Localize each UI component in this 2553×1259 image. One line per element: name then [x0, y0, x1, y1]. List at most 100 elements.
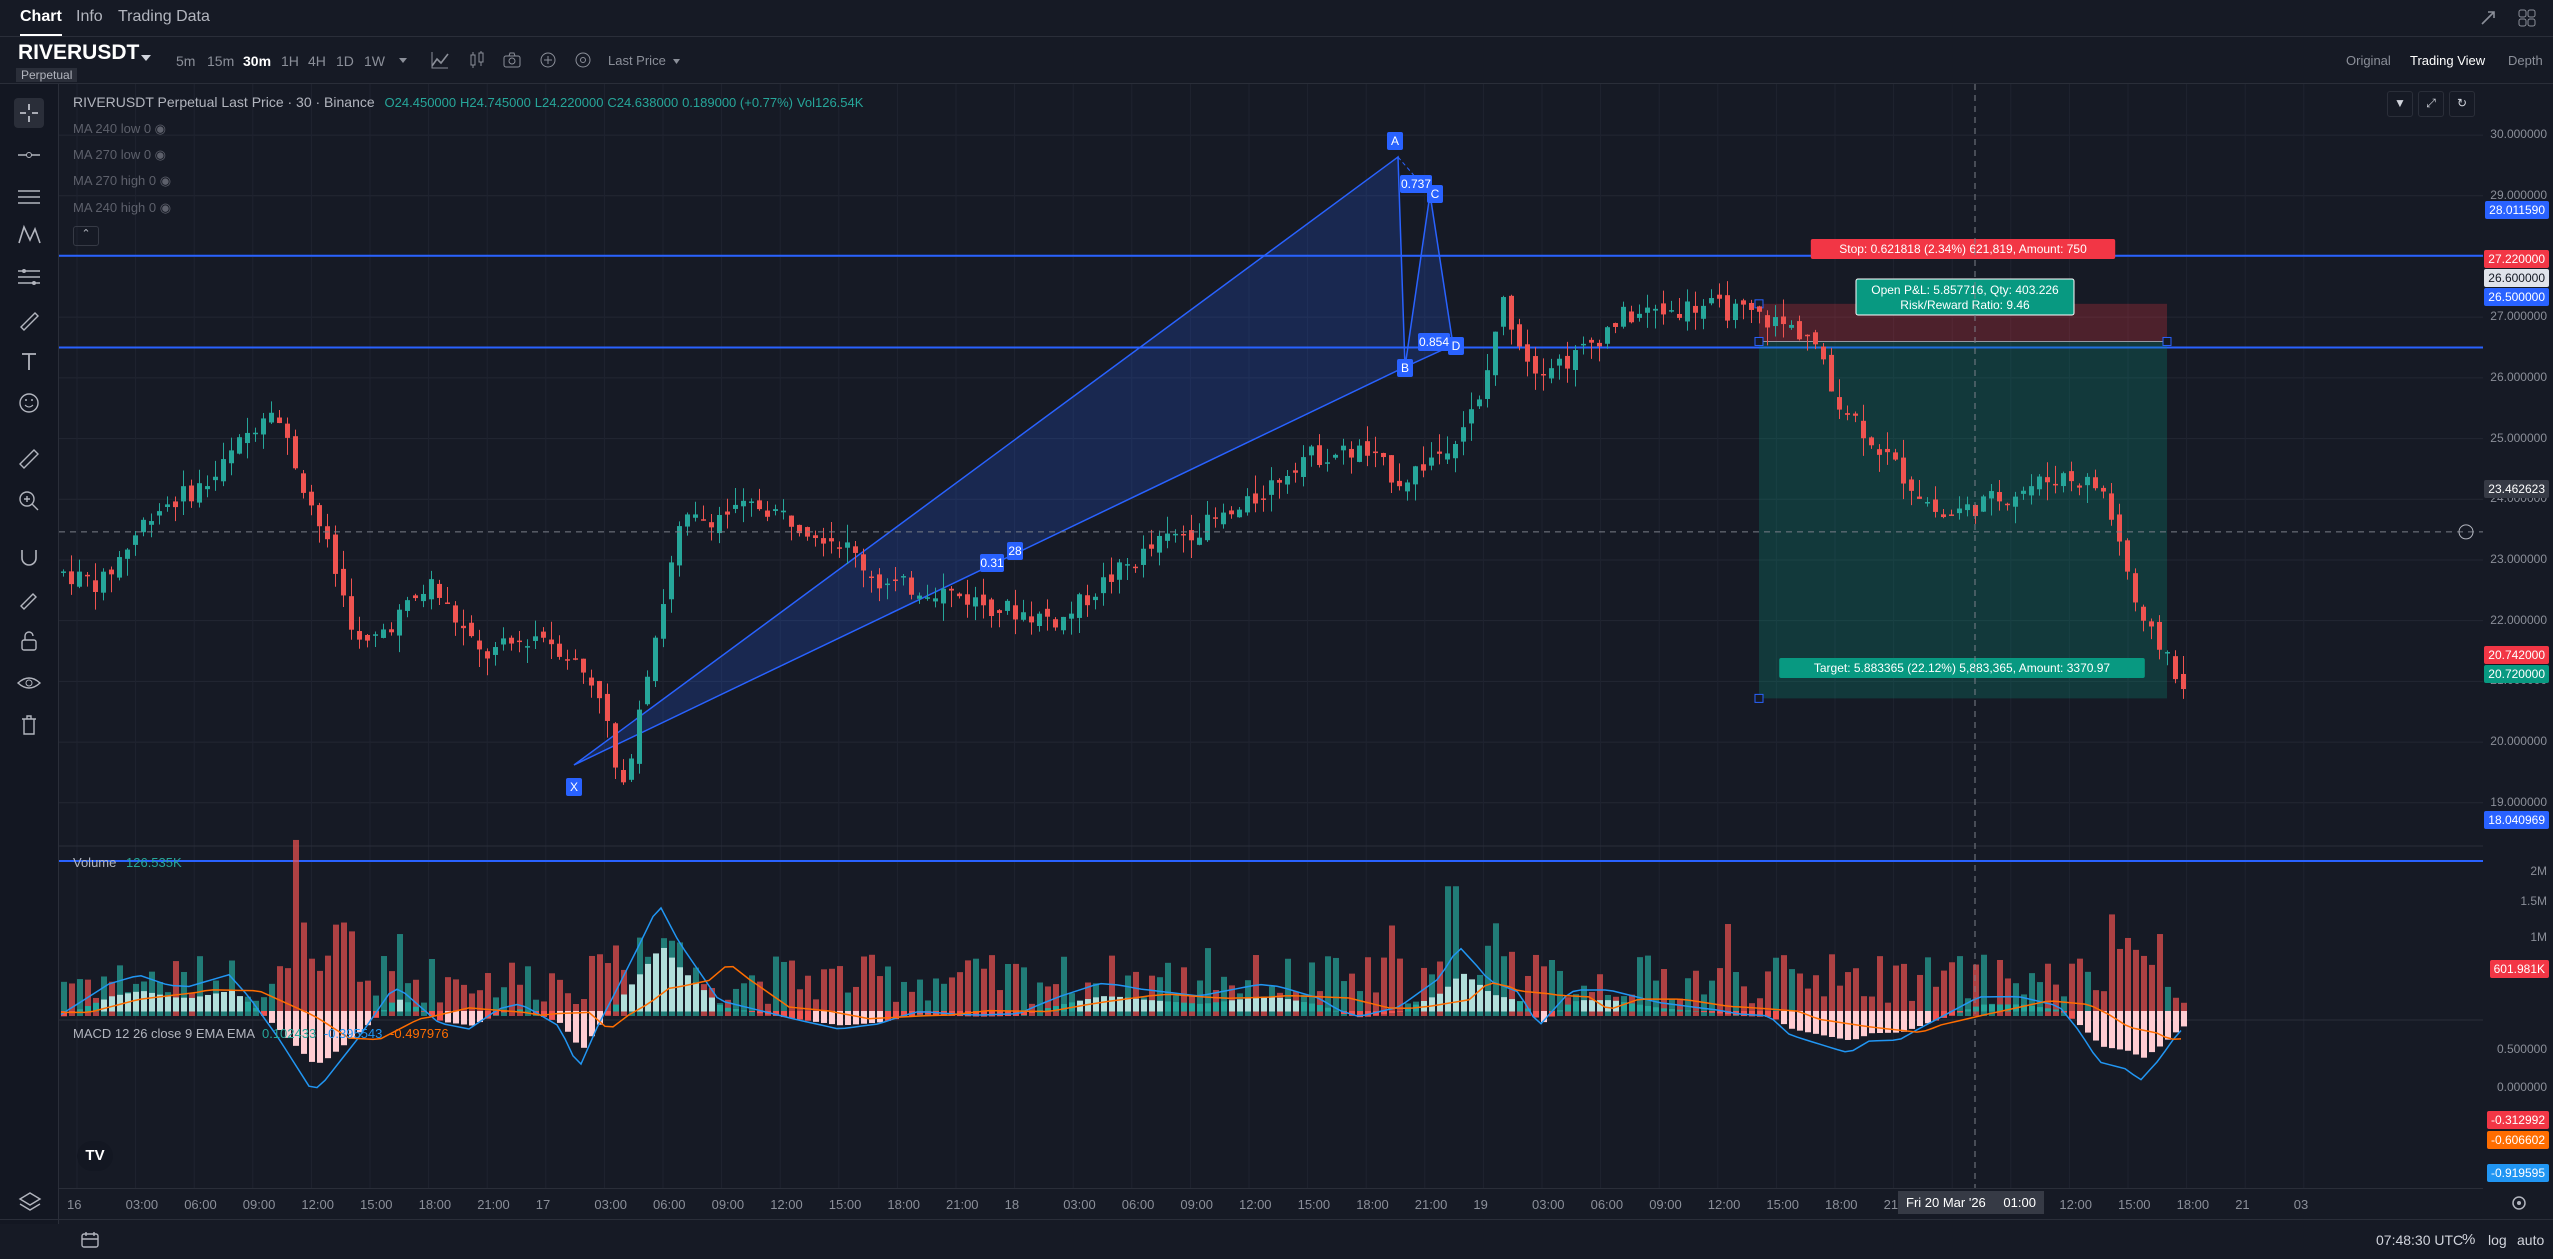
collapse-icon[interactable] [2478, 8, 2498, 28]
tab-trading-data[interactable]: Trading Data [118, 8, 210, 25]
log-toggle[interactable]: log [2488, 1232, 2507, 1248]
settings-icon[interactable] [573, 50, 593, 70]
fib-lines-icon[interactable] [14, 182, 44, 212]
layout-grid-icon[interactable] [2516, 7, 2538, 29]
settings-gear-icon[interactable] [2509, 1193, 2529, 1213]
candle [645, 676, 650, 705]
timeframe-chevron-icon[interactable] [398, 57, 408, 65]
crosshair-icon[interactable] [14, 98, 44, 128]
timeframe-5m[interactable]: 5m [176, 53, 196, 69]
magnet-icon[interactable] [14, 542, 44, 572]
candle [1885, 448, 1890, 453]
macd-histogram-bar [1301, 1002, 1307, 1012]
fullscreen-button[interactable]: ⤢ [2418, 91, 2444, 117]
volume-bar [933, 978, 939, 1016]
utc-clock[interactable]: 07:48:30 UTC [2376, 1232, 2464, 1248]
candle [1829, 354, 1834, 392]
add-circle-icon[interactable] [538, 50, 558, 70]
price-tick: 26.000000 [2490, 369, 2547, 384]
eye-off-icon[interactable]: ◉ [159, 173, 172, 188]
macd-histogram-bar [757, 1011, 763, 1014]
macd-histogram-bar [981, 1011, 987, 1017]
percent-toggle[interactable]: % [2462, 1231, 2476, 1248]
time-axis[interactable]: 16 03:00 06:00 09:00 12:00 15:00 18:00 21:00 17 0… [59, 1188, 2483, 1219]
macd-histogram-bar [1293, 1000, 1299, 1012]
indicators-icon[interactable] [430, 50, 450, 70]
macd-histogram-bar [77, 1009, 83, 1012]
ruler-icon[interactable] [14, 444, 44, 474]
indicator-ma270-high[interactable]: MA 270 high 0 ◉ [73, 173, 171, 189]
macd-legend: MACD 12 26 close 9 EMA EMA 0.102433 -0.3… [73, 1026, 449, 1041]
timeframe-1d[interactable]: 1D [336, 53, 354, 69]
macd-histogram-bar [1397, 1011, 1403, 1012]
eye-off-icon[interactable]: ◉ [154, 121, 167, 136]
macd-histogram-bar [341, 1011, 347, 1046]
xabcd-pattern[interactable]: X A B C D 0.31 28 0.737 0.854 [566, 132, 1464, 796]
volume-tick: 1M [2530, 930, 2547, 944]
brush-icon[interactable] [14, 304, 44, 334]
time-tick: 12:00 [1707, 1197, 1741, 1212]
time-tick: 15:00 [828, 1197, 862, 1212]
chart-legend: RIVERUSDT Perpetual Last Price · 30 · Bi… [73, 94, 863, 110]
macd-histogram-bar [85, 1006, 91, 1012]
tab-info[interactable]: Info [76, 8, 103, 25]
zoom-in-icon[interactable] [14, 486, 44, 516]
price-axis[interactable]: 30.00000029.00000028.00000027.00000026.0… [2483, 84, 2553, 1198]
layers-icon[interactable] [18, 1190, 42, 1214]
eye-off-icon[interactable]: ◉ [154, 147, 167, 162]
calendar-icon[interactable] [80, 1230, 102, 1250]
lock-pencil-icon[interactable] [14, 584, 44, 614]
camera-icon[interactable] [502, 50, 522, 70]
view-original[interactable]: Original [2346, 53, 2391, 68]
eye-icon[interactable] [14, 668, 44, 698]
indicator-ma240-high[interactable]: MA 240 high 0 ◉ [73, 200, 171, 216]
auto-toggle[interactable]: auto [2517, 1232, 2545, 1248]
timeframe-1h[interactable]: 1H [281, 53, 299, 69]
candle [1853, 413, 1858, 416]
macd-histogram-bar [781, 1011, 787, 1018]
lock-icon[interactable] [14, 626, 44, 656]
pattern-icon[interactable] [14, 220, 44, 250]
horizontal-ray-icon[interactable] [14, 140, 44, 170]
candle [813, 535, 818, 539]
trash-icon[interactable] [14, 710, 44, 740]
tradingview-logo[interactable]: TV [77, 1141, 113, 1171]
price-source-chevron-icon[interactable] [672, 58, 681, 65]
tab-chart[interactable]: Chart [20, 8, 62, 36]
candle [1597, 342, 1602, 347]
macd-histogram-bar [565, 1011, 571, 1032]
chevron-down-icon[interactable] [140, 53, 152, 63]
point-x-text: X [570, 780, 578, 794]
timeframe-4h[interactable]: 4H [308, 53, 326, 69]
eye-off-icon[interactable]: ◉ [159, 200, 172, 215]
scroll-down-button[interactable]: ▼ [2387, 91, 2413, 117]
candle-type-icon[interactable] [467, 50, 487, 70]
view-trading-view[interactable]: Trading View [2410, 53, 2486, 68]
volume-bar [893, 1001, 899, 1016]
timeframe-15m[interactable]: 15m [207, 53, 235, 69]
reset-button[interactable]: ↻ [2449, 91, 2475, 117]
top-tabs: Chart Info Trading Data [0, 0, 2553, 37]
volume-bar [1109, 955, 1115, 1016]
price-source-select[interactable]: Last Price [608, 53, 666, 68]
candle [1021, 612, 1026, 620]
collapse-legend-button[interactable]: ⌃ [73, 226, 99, 246]
point-a-text: A [1391, 134, 1399, 148]
timeframe-1w[interactable]: 1W [364, 53, 385, 69]
indicator-ma270-low[interactable]: MA 270 low 0 ◉ [73, 147, 166, 163]
price-chart[interactable]: X A B C D 0.31 28 0.737 0.854 Stop: 0.621818 (2.… [59, 84, 2483, 1198]
indicator-ma240-low[interactable]: MA 240 low 0 ◉ [73, 121, 166, 137]
text-tool-icon[interactable] [14, 346, 44, 376]
volume-bar [2093, 990, 2099, 1016]
macd-histogram-bar [2077, 1011, 2083, 1026]
macd-histogram-bar [1605, 1000, 1611, 1012]
symbol-name[interactable]: RIVERUSDT [18, 41, 140, 64]
candle [1917, 496, 1922, 499]
view-depth[interactable]: Depth [2508, 53, 2543, 68]
emoji-icon[interactable] [14, 388, 44, 418]
long-position[interactable]: Stop: 0.621818 (2.34%) 621,819, Amount: … [1754, 239, 2172, 703]
macd-histogram-bar [349, 1011, 355, 1039]
timeframe-30m[interactable]: 30m [243, 53, 272, 69]
volume-bar [1053, 984, 1059, 1016]
position-tool-icon[interactable] [14, 262, 44, 292]
